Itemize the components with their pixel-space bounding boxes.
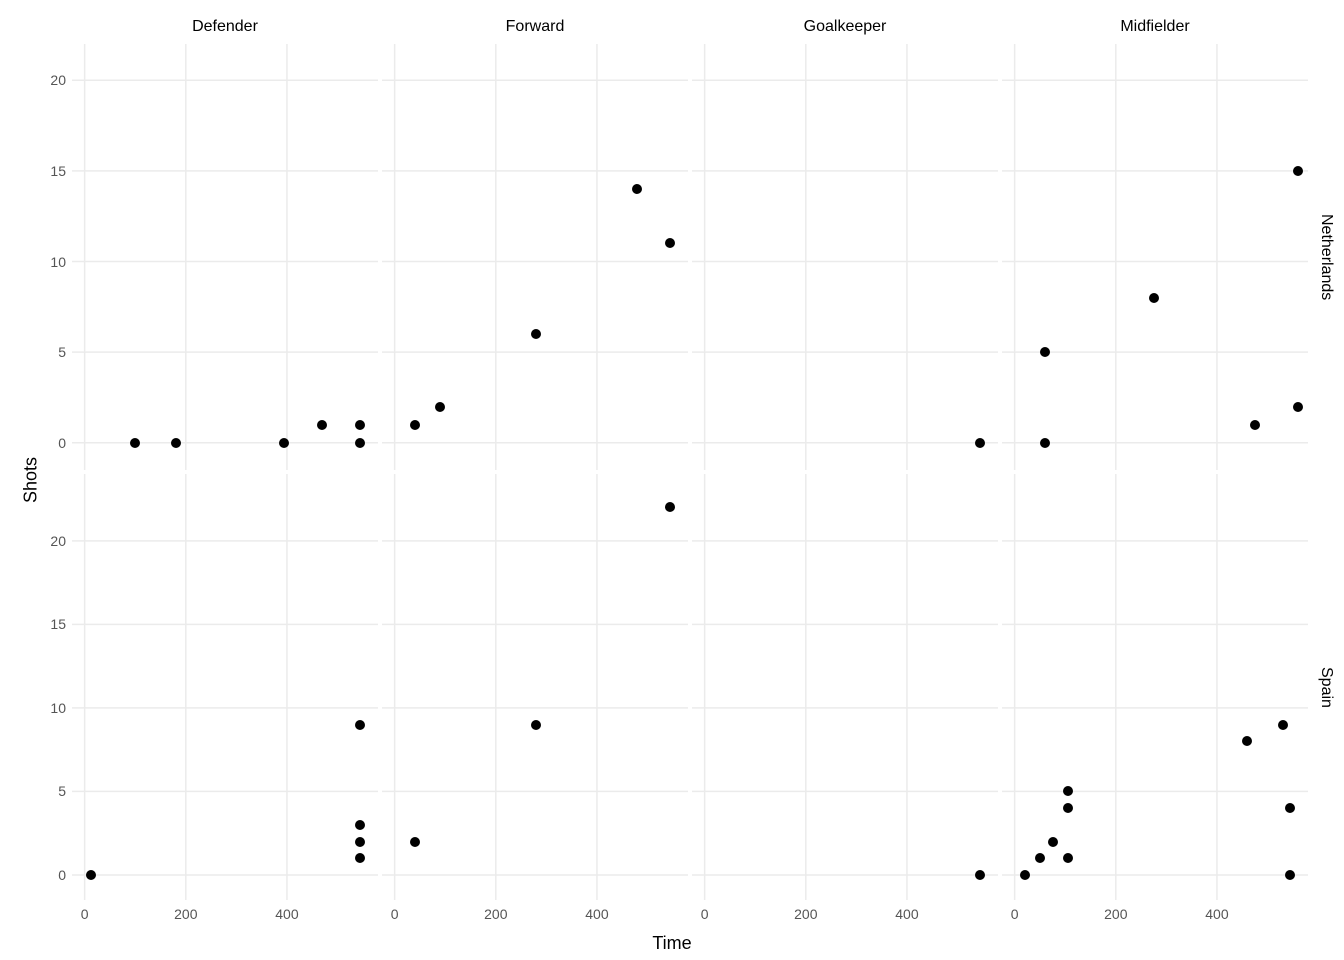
panel-spain-forward xyxy=(382,474,688,900)
data-point xyxy=(1250,420,1260,430)
data-point xyxy=(317,420,327,430)
data-point xyxy=(435,402,445,412)
data-point xyxy=(1063,853,1073,863)
x-tick-label: 200 xyxy=(794,906,817,922)
data-point xyxy=(410,420,420,430)
data-point xyxy=(1063,803,1073,813)
y-tick-label: 5 xyxy=(58,783,66,799)
data-point xyxy=(1035,853,1045,863)
data-point xyxy=(632,184,642,194)
panel-netherlands-defender xyxy=(72,44,378,470)
x-tick-label: 0 xyxy=(81,906,89,922)
data-point xyxy=(1040,347,1050,357)
panel-netherlands-goalkeeper xyxy=(692,44,998,470)
data-point xyxy=(130,438,140,448)
x-tick-label: 0 xyxy=(391,906,399,922)
y-tick-label: 0 xyxy=(58,867,66,883)
data-point xyxy=(665,502,675,512)
data-point xyxy=(1048,837,1058,847)
data-point xyxy=(1242,736,1252,746)
row-facet-strip: Netherlands Spain xyxy=(1314,44,1338,900)
x-axis-label: Time xyxy=(652,933,691,954)
panel-spain-defender xyxy=(72,474,378,900)
data-point xyxy=(355,853,365,863)
y-tick-label: 10 xyxy=(50,700,66,716)
panel-spain-midfielder xyxy=(1002,474,1308,900)
data-point xyxy=(355,720,365,730)
data-point xyxy=(355,420,365,430)
data-point xyxy=(1285,870,1295,880)
y-tick-label: 20 xyxy=(50,72,66,88)
row-strip-netherlands: Netherlands xyxy=(1314,44,1338,470)
x-tick-label: 200 xyxy=(484,906,507,922)
facet-scatter-chart: Shots Time Defender Forward Goalkeeper M… xyxy=(0,0,1344,960)
y-tick-label: 0 xyxy=(58,435,66,451)
x-tick-label: 400 xyxy=(275,906,298,922)
data-point xyxy=(1285,803,1295,813)
data-point xyxy=(1063,786,1073,796)
data-point xyxy=(355,438,365,448)
panel-grid xyxy=(72,44,1308,900)
x-tick-label: 0 xyxy=(701,906,709,922)
y-tick-label: 15 xyxy=(50,616,66,632)
data-point xyxy=(355,820,365,830)
data-point xyxy=(1020,870,1030,880)
data-point xyxy=(355,837,365,847)
data-point xyxy=(1040,438,1050,448)
data-point xyxy=(410,837,420,847)
col-strip-defender: Defender xyxy=(72,12,378,42)
col-facet-strip: Defender Forward Goalkeeper Midfielder xyxy=(72,12,1308,42)
x-tick-label: 400 xyxy=(585,906,608,922)
data-point xyxy=(1278,720,1288,730)
data-point xyxy=(975,438,985,448)
x-ticks: 0 200 400 0 200 400 0 200 400 0 200 400 xyxy=(72,904,1308,926)
x-tick-label: 0 xyxy=(1011,906,1019,922)
data-point xyxy=(1293,402,1303,412)
data-point xyxy=(86,870,96,880)
col-strip-midfielder: Midfielder xyxy=(1002,12,1308,42)
row-strip-spain: Spain xyxy=(1314,474,1338,900)
data-point xyxy=(171,438,181,448)
y-axis-label: Shots xyxy=(21,457,42,503)
y-ticks: 0 5 10 15 20 0 5 10 15 20 xyxy=(40,44,70,900)
x-tick-label: 200 xyxy=(174,906,197,922)
x-tick-label: 400 xyxy=(895,906,918,922)
x-tick-label: 400 xyxy=(1205,906,1228,922)
data-point xyxy=(1149,293,1159,303)
y-tick-label: 20 xyxy=(50,533,66,549)
data-point xyxy=(279,438,289,448)
panel-netherlands-forward xyxy=(382,44,688,470)
panel-spain-goalkeeper xyxy=(692,474,998,900)
data-point xyxy=(531,720,541,730)
data-point xyxy=(975,870,985,880)
data-point xyxy=(665,238,675,248)
col-strip-forward: Forward xyxy=(382,12,688,42)
panel-netherlands-midfielder xyxy=(1002,44,1308,470)
y-tick-label: 15 xyxy=(50,163,66,179)
x-tick-label: 200 xyxy=(1104,906,1127,922)
data-point xyxy=(531,329,541,339)
data-point xyxy=(1293,166,1303,176)
y-tick-label: 5 xyxy=(58,344,66,360)
y-tick-label: 10 xyxy=(50,254,66,270)
col-strip-goalkeeper: Goalkeeper xyxy=(692,12,998,42)
